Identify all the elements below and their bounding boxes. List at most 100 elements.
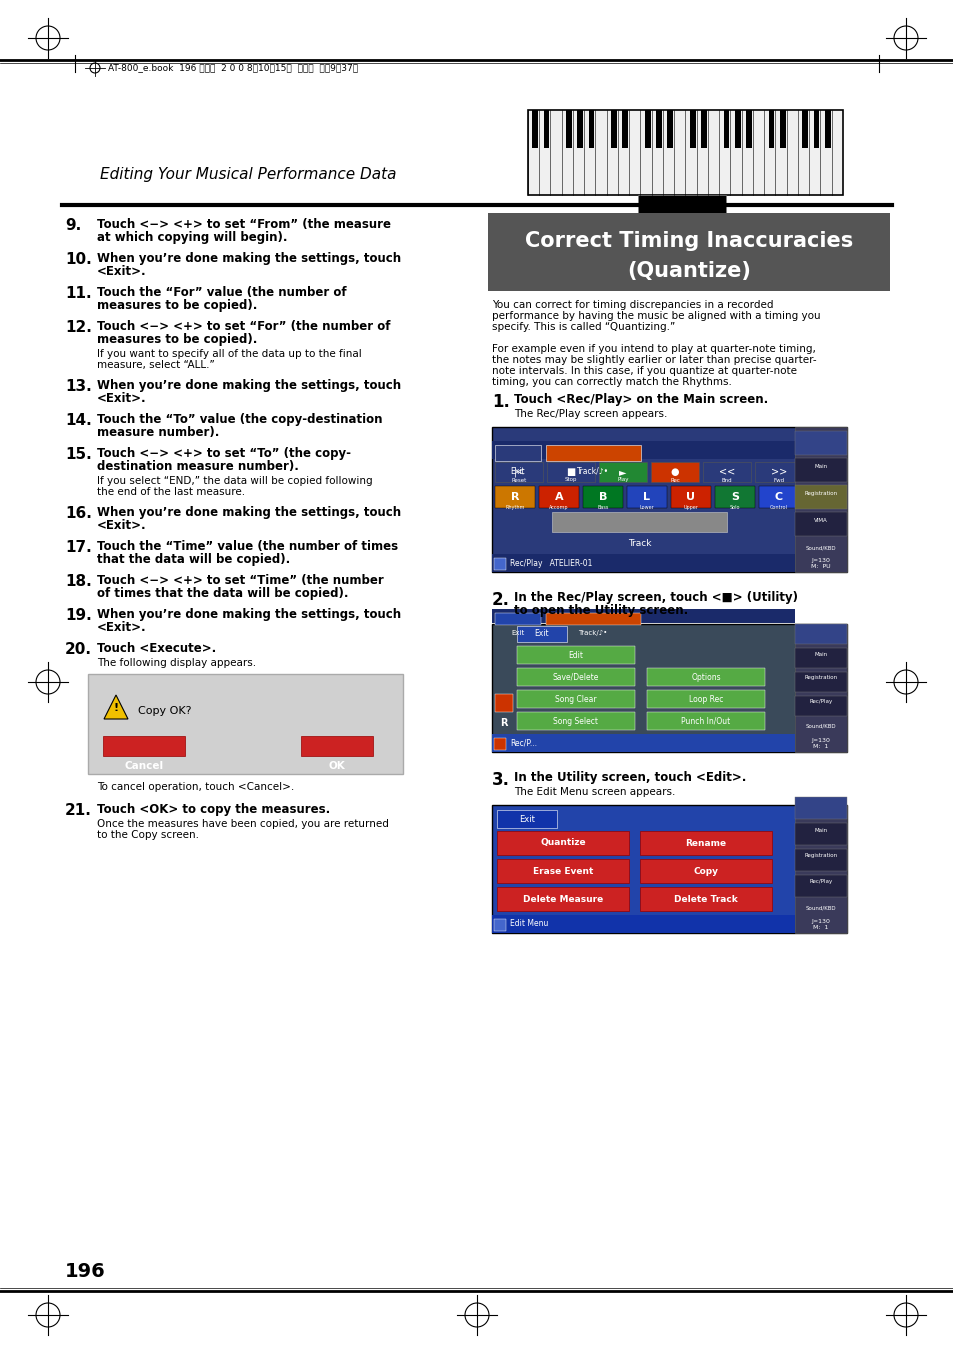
Text: J=130
M:  1: J=130 M: 1 (811, 738, 829, 750)
Text: When you’re done making the settings, touch: When you’re done making the settings, to… (97, 507, 400, 519)
Text: VIMA: VIMA (813, 519, 827, 523)
Text: Loop Rec: Loop Rec (688, 694, 722, 704)
Text: <Exit>.: <Exit>. (97, 392, 147, 405)
Text: 14.: 14. (65, 413, 91, 428)
Bar (670, 486, 710, 508)
Text: To cancel operation, touch <Cancel>.: To cancel operation, touch <Cancel>. (97, 782, 294, 792)
Text: 20.: 20. (65, 642, 91, 657)
Text: Delete Measure: Delete Measure (522, 894, 602, 904)
Bar (723, 109, 729, 149)
Text: 3.: 3. (492, 771, 510, 789)
Text: Touch <−> <+> to set “Time” (the number: Touch <−> <+> to set “Time” (the number (97, 574, 383, 586)
Text: measure, select “ALL.”: measure, select “ALL.” (97, 359, 214, 370)
Bar (667, 109, 673, 149)
Text: OK: OK (328, 761, 345, 771)
Text: measures to be copied).: measures to be copied). (97, 299, 257, 312)
Bar (494, 738, 505, 750)
Text: Rec/Play: Rec/Play (808, 880, 832, 885)
Bar (780, 109, 785, 149)
Text: ■: ■ (566, 467, 575, 477)
Bar (644, 109, 650, 149)
Bar (495, 694, 513, 712)
Bar (598, 462, 646, 482)
Text: For example even if you intend to play at quarter-note timing,: For example even if you intend to play a… (492, 345, 815, 354)
Bar (801, 109, 807, 149)
Text: 196: 196 (65, 1262, 106, 1281)
Text: !: ! (113, 703, 118, 713)
Text: AT-800_e.book  196 ページ  2 0 0 8年10月15日  水曜日  午前9時37分: AT-800_e.book 196 ページ 2 0 0 8年10月15日 水曜日… (108, 63, 357, 73)
Text: Registration: Registration (803, 676, 837, 681)
Text: Copy OK?: Copy OK? (138, 707, 192, 716)
Text: Touch <Rec/Play> on the Main screen.: Touch <Rec/Play> on the Main screen. (514, 393, 767, 407)
Bar (794, 805, 846, 934)
Bar (577, 109, 582, 149)
Text: Correct Timing Inaccuracies: Correct Timing Inaccuracies (524, 231, 852, 251)
Text: Rec: Rec (669, 477, 679, 482)
Bar (794, 431, 846, 455)
Bar (702, 462, 750, 482)
Text: Main: Main (814, 828, 826, 832)
Text: R: R (510, 492, 518, 503)
Bar (646, 690, 764, 708)
Text: Touch the “For” value (the number of: Touch the “For” value (the number of (97, 286, 346, 299)
Text: Once the measures have been copied, you are returned: Once the measures have been copied, you … (97, 819, 389, 830)
Bar (794, 624, 846, 644)
Text: Exit: Exit (510, 466, 525, 476)
Text: Sound/KBD: Sound/KBD (805, 905, 836, 911)
Text: Touch <−> <+> to set “From” (the measure: Touch <−> <+> to set “From” (the measure (97, 218, 391, 231)
Text: 2.: 2. (492, 590, 510, 609)
Bar (700, 109, 706, 149)
Text: <Exit>.: <Exit>. (97, 265, 147, 278)
Text: <<: << (719, 467, 735, 477)
Text: L: L (643, 492, 650, 503)
Text: Exit: Exit (534, 630, 549, 639)
Text: In the Utility screen, touch <Edit>.: In the Utility screen, touch <Edit>. (514, 771, 745, 784)
Bar (103, 736, 185, 757)
Text: Song Select: Song Select (553, 716, 598, 725)
Bar (794, 671, 846, 692)
Text: 10.: 10. (65, 253, 91, 267)
Text: J=130
M:  PU: J=130 M: PU (810, 558, 830, 569)
Text: 15.: 15. (65, 447, 91, 462)
Text: J=130
M:  1: J=130 M: 1 (811, 919, 829, 931)
Text: Stop: Stop (564, 477, 577, 482)
Text: 13.: 13. (65, 380, 91, 394)
Text: Options: Options (691, 673, 720, 681)
Text: Touch the “To” value (the copy-destination: Touch the “To” value (the copy-destinati… (97, 413, 382, 426)
Bar (494, 919, 505, 931)
Text: Main: Main (814, 465, 826, 470)
Bar (794, 648, 846, 667)
Bar (497, 888, 628, 911)
Text: Accomp: Accomp (549, 505, 568, 509)
Text: When you’re done making the settings, touch: When you’re done making the settings, to… (97, 608, 400, 621)
Text: Save/Delete: Save/Delete (552, 673, 598, 681)
Text: The Edit Menu screen appears.: The Edit Menu screen appears. (514, 788, 675, 797)
Text: Rhythm: Rhythm (505, 505, 524, 509)
Bar (582, 486, 622, 508)
Bar (714, 486, 754, 508)
Bar (745, 109, 751, 149)
Text: Touch the “Time” value (the number of times: Touch the “Time” value (the number of ti… (97, 540, 397, 553)
Bar (492, 440, 794, 459)
Text: measure number).: measure number). (97, 426, 219, 439)
Text: 1.: 1. (492, 393, 509, 411)
Text: 12.: 12. (65, 320, 91, 335)
Bar (552, 512, 726, 532)
Bar (517, 626, 566, 642)
Text: S: S (730, 492, 739, 503)
Text: The following display appears.: The following display appears. (97, 658, 255, 667)
Bar (646, 667, 764, 686)
Bar (517, 690, 635, 708)
Text: C: C (774, 492, 782, 503)
Bar (492, 915, 794, 934)
Text: Edit: Edit (568, 650, 583, 659)
Text: 21.: 21. (65, 802, 91, 817)
Text: If you want to specify all of the data up to the final: If you want to specify all of the data u… (97, 349, 361, 359)
Bar (517, 667, 635, 686)
Text: performance by having the music be aligned with a timing you: performance by having the music be align… (492, 311, 820, 322)
Bar (543, 109, 549, 149)
Bar (622, 109, 627, 149)
Text: Rename: Rename (684, 839, 726, 847)
Text: of times that the data will be copied).: of times that the data will be copied). (97, 586, 348, 600)
Text: >>: >> (770, 467, 786, 477)
